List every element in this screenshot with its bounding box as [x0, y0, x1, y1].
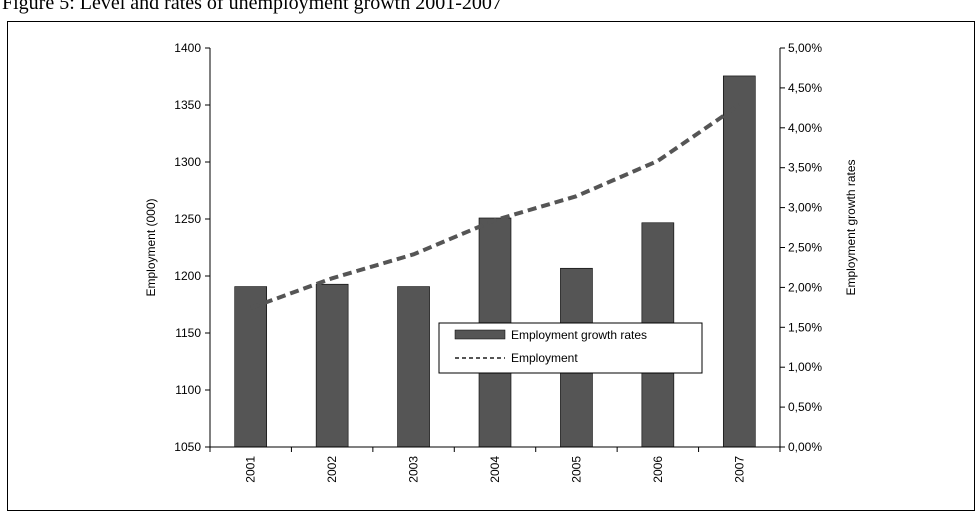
right-tick-label: 2,50%: [788, 241, 822, 255]
bar: [316, 284, 348, 447]
right-tick-label: 0,50%: [788, 400, 822, 414]
left-tick-label: 1050: [174, 440, 201, 454]
x-tick-label: 2002: [325, 456, 339, 483]
right-tick-label: 1,50%: [788, 320, 822, 334]
legend-bar-swatch: [455, 330, 505, 339]
figure-caption: Figure 5: Level and rates of unemploymen…: [2, 0, 502, 15]
left-tick-label: 1250: [174, 212, 201, 226]
x-tick-label: 2005: [569, 456, 583, 483]
right-tick-label: 5,00%: [788, 41, 822, 55]
right-tick-label: 0,00%: [788, 440, 822, 454]
x-tick-label: 2001: [244, 456, 258, 483]
x-tick-label: 2004: [488, 456, 502, 483]
right-axis-label: Employment growth rates: [844, 159, 858, 295]
x-tick-label: 2006: [651, 456, 665, 483]
legend-bar-label: Employment growth rates: [511, 328, 647, 342]
x-tick-label: 2003: [407, 456, 421, 483]
left-tick-label: 1350: [174, 98, 201, 112]
x-tick-labels: 2001 2002 2003 2004 2005 2006 2007: [244, 456, 747, 483]
right-tick-label: 3,50%: [788, 161, 822, 175]
left-axis-label: Employment (000): [144, 198, 158, 296]
bars: [235, 76, 756, 447]
bar: [398, 287, 430, 447]
right-tick-label: 4,50%: [788, 81, 822, 95]
right-tick-label: 1,00%: [788, 360, 822, 374]
left-tick-label: 1150: [175, 326, 201, 340]
left-tick-label: 1100: [175, 383, 201, 397]
left-tick-label: 1300: [174, 155, 201, 169]
legend-line-label: Employment: [511, 351, 578, 365]
right-tick-label: 3,00%: [788, 201, 822, 215]
right-tick-label: 4,00%: [788, 121, 822, 135]
bar: [235, 287, 267, 447]
left-axis-ticks: 1050 1100 1150 1200 1250 1300 1350 1400: [174, 41, 210, 454]
right-tick-label: 2,00%: [788, 280, 822, 294]
x-tick-label: 2007: [732, 456, 746, 483]
left-tick-label: 1200: [174, 269, 201, 283]
bar: [723, 76, 755, 447]
left-tick-label: 1400: [174, 41, 201, 55]
legend: Employment growth rates Employment: [439, 323, 702, 373]
right-axis-ticks: 0,00% 0,50% 1,00% 1,50% 2,00% 2,50% 3,00% 3,50%…: [780, 41, 822, 454]
